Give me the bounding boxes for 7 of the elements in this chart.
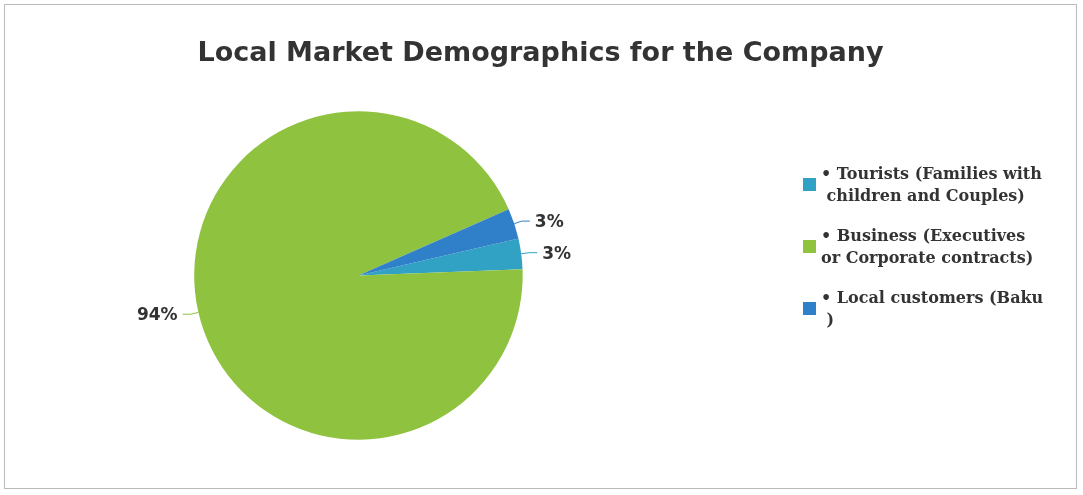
- data-label: 94%: [136, 304, 178, 325]
- chart-title: Local Market Demographics for the Company: [197, 36, 884, 67]
- data-label: 3%: [542, 242, 572, 263]
- legend-label: • Tourists (Families with children and Couples): [821, 164, 1043, 205]
- data-label: 3%: [534, 211, 564, 232]
- legend-label: • Business (Executives or Corporate contracts): [821, 226, 1034, 267]
- legend-label: • Local customers (Baku ): [821, 288, 1044, 329]
